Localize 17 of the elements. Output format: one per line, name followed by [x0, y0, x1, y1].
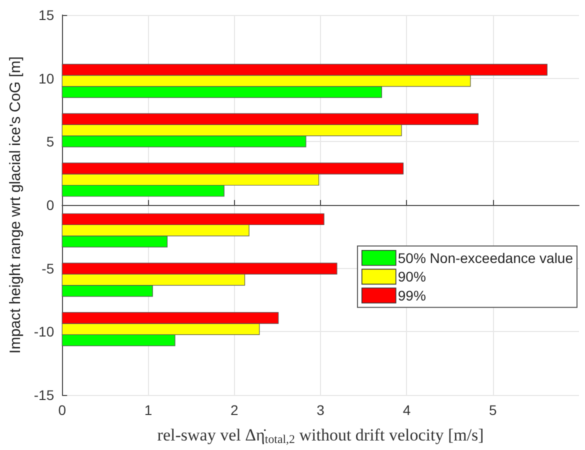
- x-tick-label: 5: [488, 402, 497, 418]
- y-tick-label: -15: [34, 387, 54, 403]
- y-tick-label: -5: [42, 260, 54, 276]
- x-tick-label: 0: [58, 402, 66, 418]
- y-tick-label: 0: [46, 197, 54, 213]
- legend-label: 99%: [398, 288, 426, 304]
- legend-label: 90%: [398, 268, 426, 285]
- x-tick-label: 4: [402, 402, 411, 418]
- y-tick-label: 10: [38, 70, 54, 86]
- y-axis-title: Impact height range wrt glacial ice's CoG [m]: [7, 56, 24, 354]
- legend-label: 50% Non-exceedance value: [398, 250, 574, 266]
- x-tick-label: 1: [144, 402, 152, 418]
- x-tick-label: 3: [316, 402, 325, 418]
- y-tick-label: 5: [46, 134, 54, 150]
- y-tick-label: -10: [34, 324, 54, 340]
- y-tick-label: 15: [38, 7, 54, 23]
- x-tick-label: 2: [230, 402, 239, 418]
